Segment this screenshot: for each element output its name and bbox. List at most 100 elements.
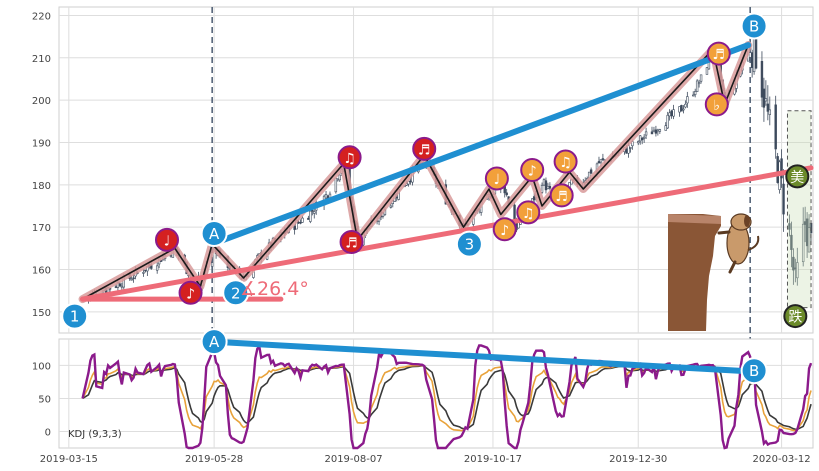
point-label-circle (706, 41, 731, 66)
y-tick-label: 160 (32, 265, 51, 276)
point-label-red: ♩ (154, 227, 179, 252)
point-label-text: 跌 (788, 310, 802, 326)
candle-body (654, 129, 658, 134)
candle-body (169, 255, 173, 257)
point-label-circle (200, 220, 228, 248)
candle-body (601, 158, 605, 160)
candle-body (782, 183, 785, 215)
candle-body (637, 141, 640, 144)
point-label-text: 1 (70, 308, 80, 326)
kdj-point-label: A (200, 328, 228, 356)
x-axis: 2019-03-15 2019-05-28 2019-08-07 2019-10-17… (40, 454, 811, 465)
point-label-circle (553, 149, 578, 174)
x-tick-label: 2019-03-15 (40, 454, 98, 465)
candle-body (686, 96, 689, 104)
highlight-box (786, 110, 812, 309)
y-tick-label: 220 (32, 11, 51, 22)
point-label-orange: ♩ (484, 166, 509, 191)
candle-body (589, 169, 593, 174)
candle-body (668, 112, 671, 117)
point-label-red: ♬ (412, 136, 437, 161)
point-label-text: A (209, 225, 220, 243)
indicator-overlays: AB (200, 328, 768, 385)
point-label-circle (455, 230, 483, 258)
candle-body (548, 185, 552, 189)
angle-label: ∡26.4° (240, 278, 309, 300)
point-label-circle (783, 304, 808, 329)
point-label-blue: 3 (455, 230, 483, 258)
candle-body (762, 88, 766, 108)
candle-body (505, 192, 508, 196)
point-label-text: 2 (231, 284, 241, 302)
y-tick-label: 180 (32, 181, 51, 192)
candle-body (293, 226, 296, 230)
candle-body (801, 223, 805, 262)
point-label-blue: B (740, 12, 768, 40)
point-label-text: A (209, 333, 220, 351)
dog-leg-back (728, 260, 737, 274)
candle-body (750, 52, 754, 68)
candle-body (334, 177, 338, 193)
candle-body (652, 129, 656, 133)
y-tick-label: 0 (45, 427, 51, 438)
point-label-circle (222, 279, 250, 307)
point-label-text: ♫ (559, 155, 572, 171)
candle-body (796, 262, 799, 279)
candle-body (540, 185, 544, 193)
candle-body (542, 179, 546, 186)
kdj-j-line (81, 343, 813, 450)
candle-body (672, 109, 675, 117)
point-label-red: ♬ (339, 229, 364, 254)
candle-body (629, 147, 632, 149)
candle-body (546, 185, 550, 189)
point-label-circle (61, 302, 89, 330)
candle-body (155, 265, 159, 271)
candle-body (788, 223, 791, 230)
point-label-text: 美 (790, 170, 804, 186)
point-label-text: ♬ (345, 235, 358, 251)
candle-body (309, 210, 312, 222)
point-label-circle (516, 200, 541, 225)
cliff-top (668, 214, 721, 224)
y-tick-label: 210 (32, 54, 51, 65)
kdj-point-label: B (740, 357, 768, 385)
candle-body (639, 135, 642, 142)
point-label-text: ♬ (555, 189, 568, 205)
candle-body (120, 285, 124, 288)
point-label-text: ♫ (343, 151, 356, 167)
candle-body (754, 39, 758, 69)
point-label-circle (337, 145, 362, 170)
candle-body (790, 234, 793, 250)
point-label-red: ♫ (337, 145, 362, 170)
point-label-text: ♫ (522, 206, 535, 222)
point-label-red: ♪ (178, 280, 203, 305)
y-tick-label: 190 (32, 138, 51, 149)
point-label-text: ♪ (186, 286, 195, 302)
point-label-circle (412, 136, 437, 161)
point-label-text: ♬ (712, 47, 725, 63)
point-label-circle (154, 227, 179, 252)
point-label-orange: ♬ (706, 41, 731, 66)
candle-body (697, 82, 701, 85)
candle-body (640, 137, 644, 141)
candle-body (693, 91, 697, 95)
candle-body (324, 194, 328, 199)
point-label-circle (785, 164, 810, 189)
point-label-green: 美 (785, 164, 810, 189)
candle-body (692, 94, 695, 97)
kdj-trend-line (209, 338, 754, 375)
point-label-circle (484, 166, 509, 191)
dog-on-cliff-figure (668, 213, 760, 331)
point-label-blue: 1 (61, 302, 89, 330)
point-label-circle (740, 357, 768, 385)
candle-body (678, 106, 681, 113)
point-label-text: ♩ (164, 233, 171, 249)
candle-body (695, 80, 699, 92)
candle-body (682, 108, 685, 111)
point-label-orange: ♬ (549, 183, 574, 208)
candle-body (766, 103, 770, 112)
candle-body (656, 129, 660, 132)
candle-body (142, 272, 145, 274)
x-tick-label: 2019-05-28 (185, 454, 243, 465)
